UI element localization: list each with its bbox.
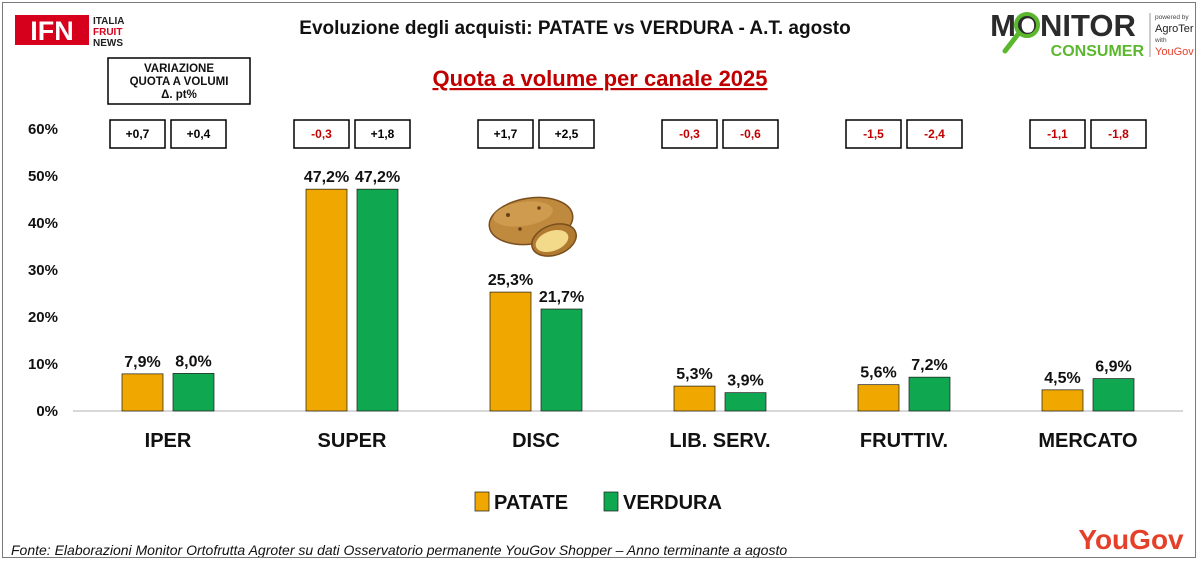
bar-verdura <box>1092 378 1135 412</box>
bar-patate <box>305 188 348 412</box>
variation-value: -1,1 <box>1047 127 1068 141</box>
y-tick-label: 40% <box>28 215 58 232</box>
variation-value: +0,4 <box>187 127 211 141</box>
yougov-logo: YouGov <box>1078 524 1184 555</box>
variation-value: +1,7 <box>494 127 518 141</box>
bar-patate <box>489 291 532 412</box>
legend-label: VERDURA <box>623 492 722 514</box>
data-labels: 7,9% 8,0% 47,2% 47,2% 25,3% 21,7% 5,3% 3,9% 5,6%… <box>124 169 1131 390</box>
data-label: 6,9% <box>1095 359 1131 376</box>
legend-swatch <box>603 491 619 512</box>
variation-box <box>1029 119 1086 149</box>
variation-box <box>293 119 350 149</box>
variation-note-box <box>107 57 251 105</box>
agroter-logo-text: AgroTer <box>1155 23 1194 35</box>
chart-svg: IFN ITALIA FRUIT NEWS Evoluzione degli a… <box>11 8 1194 558</box>
variation-box <box>109 119 166 149</box>
ifn-logo-line3: NEWS <box>93 38 123 49</box>
y-tick-label: 60% <box>28 121 58 138</box>
variation-box <box>906 119 963 149</box>
bar-patate <box>857 384 900 412</box>
ifn-logo-text: IFN <box>30 16 74 46</box>
variation-box <box>722 119 779 149</box>
x-axis-categories: IPER SUPER DISC LIB. SERV. FRUTTIV. MERCATO <box>145 430 1138 452</box>
variation-value: -0,3 <box>679 127 700 141</box>
variation-value: +1,8 <box>371 127 395 141</box>
ifn-logo: IFN ITALIA FRUIT NEWS <box>15 15 124 49</box>
bar-patate <box>1041 389 1084 412</box>
variation-value: -1,8 <box>1108 127 1129 141</box>
chart-subtitle: Quota a volume per canale 2025 <box>432 66 767 91</box>
variation-box <box>170 119 227 149</box>
bar-verdura <box>908 376 951 412</box>
powered-by-text: powered by <box>1155 14 1189 21</box>
variation-box <box>845 119 902 149</box>
data-label: 8,0% <box>175 353 211 370</box>
bar-patate <box>673 385 716 412</box>
consumer-logo-text: CONSUMER <box>1051 43 1145 60</box>
variation-note-line3: Δ. pt% <box>161 89 197 101</box>
ifn-logo-background <box>15 15 89 45</box>
data-label: 7,2% <box>911 357 947 374</box>
y-tick-label: 20% <box>28 309 58 326</box>
y-axis: 0% 10% 20% 30% 40% 50% 60% <box>28 121 58 420</box>
source-footnote: Fonte: Elaborazioni Monitor Ortofrutta A… <box>11 542 787 558</box>
magnifier-icon <box>1014 12 1040 38</box>
category-label: DISC <box>512 430 560 452</box>
category-label: SUPER <box>318 430 387 452</box>
y-tick-label: 30% <box>28 262 58 279</box>
data-label: 47,2% <box>304 169 349 186</box>
variation-value: -0,3 <box>311 127 332 141</box>
variation-value: -2,4 <box>924 127 945 141</box>
category-label: LIB. SERV. <box>669 430 770 452</box>
bar-verdura <box>356 188 399 412</box>
y-tick-label: 0% <box>36 403 58 420</box>
variation-note: VARIAZIONE QUOTA A VOLUMI Δ. pt% <box>107 57 251 105</box>
yougov-small-logo: YouGov <box>1155 46 1194 58</box>
category-label: FRUTTIV. <box>860 430 948 452</box>
legend-label: PATATE <box>494 492 568 514</box>
bar-verdura <box>540 308 583 412</box>
legend: PATATE VERDURA <box>474 491 722 514</box>
variation-value: -1,5 <box>863 127 884 141</box>
variation-box <box>477 119 534 149</box>
data-label: 25,3% <box>488 272 533 289</box>
data-label: 5,3% <box>676 366 712 383</box>
monitor-logo-text: MONITOR <box>990 8 1136 43</box>
legend-swatch <box>474 491 490 512</box>
variation-note-line2: QUOTA A VOLUMI <box>130 76 229 88</box>
y-tick-label: 50% <box>28 168 58 185</box>
magnifier-handle <box>1002 30 1022 54</box>
data-label: 21,7% <box>539 289 584 306</box>
bars <box>121 188 1135 412</box>
ifn-logo-line2: FRUIT <box>93 27 122 38</box>
bar-verdura <box>724 392 767 412</box>
data-label: 4,5% <box>1044 370 1080 387</box>
data-label: 47,2% <box>355 169 400 186</box>
variation-box <box>661 119 718 149</box>
data-label: 7,9% <box>124 354 160 371</box>
variation-value: +0,7 <box>126 127 150 141</box>
variation-value: +2,5 <box>555 127 579 141</box>
data-label: 3,9% <box>727 373 763 390</box>
with-text: with <box>1154 37 1167 44</box>
bar-patate <box>121 373 164 412</box>
chart-title: Evoluzione degli acquisti: PATATE vs VER… <box>299 18 850 39</box>
data-label: 5,6% <box>860 365 896 382</box>
potato-icon <box>488 196 577 257</box>
bar-verdura <box>172 373 215 412</box>
ifn-logo-line1: ITALIA <box>93 16 124 27</box>
y-tick-label: 10% <box>28 356 58 373</box>
category-label: MERCATO <box>1038 430 1137 452</box>
variation-box <box>354 119 411 149</box>
variation-value: -0,6 <box>740 127 761 141</box>
category-label: IPER <box>145 430 192 452</box>
variation-note-line1: VARIAZIONE <box>144 63 214 75</box>
variation-box <box>538 119 595 149</box>
variation-boxes: +0,7 +0,4 -0,3 +1,8 +1,7 +2,5 -0,3 -0,6 -1,5 -2,4… <box>109 119 1147 149</box>
monitor-consumer-logo: MONITOR CONSUMER powered by AgroTer with… <box>990 8 1194 60</box>
variation-box <box>1090 119 1147 149</box>
